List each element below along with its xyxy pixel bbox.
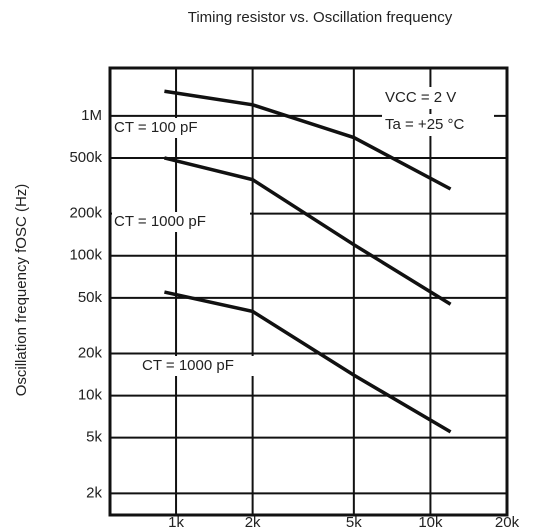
- annotation-bg: [382, 87, 494, 109]
- x-tick-label: 5k: [346, 514, 362, 531]
- y-tick-label: 10k: [78, 387, 103, 404]
- y-tick-label: 5k: [86, 429, 102, 446]
- y-axis-label: Oscillation frequency fOSC (Hz): [13, 184, 30, 397]
- annotation-bg: [382, 114, 494, 136]
- y-tick-label: 100k: [69, 247, 102, 264]
- x-tick-label: 20k: [495, 514, 520, 531]
- series-label: CT = 1000 pF: [114, 213, 206, 230]
- x-tick-label: 2k: [245, 514, 261, 531]
- line-series: [164, 89, 452, 191]
- label-bg: [140, 356, 278, 376]
- chart-title: Timing resistor vs. Oscillation frequenc…: [188, 9, 453, 26]
- series-label: CT = 1000 pF: [142, 357, 234, 374]
- line-series: [163, 156, 452, 306]
- y-tick-label: 50k: [78, 289, 103, 306]
- label-bg: [112, 118, 236, 138]
- annotation: VCC = 2 V: [385, 89, 456, 106]
- x-tick-label: 10k: [418, 514, 443, 531]
- annotation: Ta = +25 °C: [385, 116, 465, 133]
- y-tick-label: 500k: [69, 149, 102, 166]
- y-tick-label: 200k: [69, 205, 102, 222]
- label-bg: [112, 212, 250, 232]
- x-tick-label: 1k: [168, 514, 184, 531]
- series-label: CT = 100 pF: [114, 119, 198, 136]
- y-tick-label: 1M: [81, 107, 102, 124]
- plot-frame: [108, 66, 509, 517]
- y-tick-label: 20k: [78, 344, 103, 361]
- y-tick-label: 2k: [86, 484, 102, 501]
- line-series: [164, 290, 452, 434]
